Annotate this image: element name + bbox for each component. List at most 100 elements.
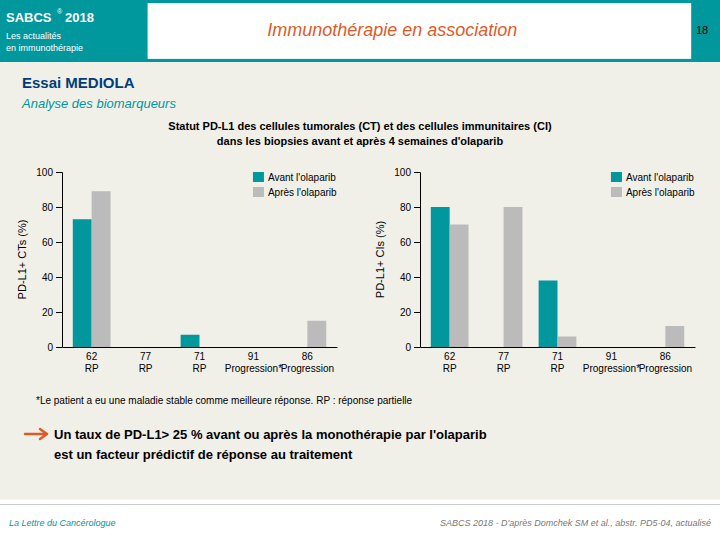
chart: 0 20 40 60 80 100 62RP 77RP 71RP 91Progression*86…	[374, 167, 696, 374]
x-axis-line	[421, 347, 696, 348]
page: SABCS ®2018Les actualités en immunothérapi…	[0, 0, 720, 540]
conclusion: Un taux de PD-L1> 25 % avant ou après la…	[54, 427, 487, 442]
x-tick-label: 86Progression	[639, 351, 692, 374]
y-tick: 100	[36, 167, 62, 178]
y-tick-mark	[56, 207, 62, 208]
y-tick-label: 100	[394, 167, 411, 178]
y-tick-label: 40	[42, 272, 54, 283]
x-tick: 62RP	[85, 347, 99, 374]
bar	[235, 347, 254, 348]
legend-item: Avant l'olaparib	[611, 172, 694, 183]
header-bar	[0, 0, 720, 62]
y-axis: 0 20 40 60 80 100	[36, 167, 62, 353]
x-tick-label: 71RP	[193, 351, 207, 374]
header-tagline: en immunothérapie	[6, 43, 83, 53]
legend-swatch	[253, 187, 264, 197]
bar	[665, 326, 684, 347]
bar	[200, 347, 219, 348]
section-subtitle: Analyse des biomarqueurs	[21, 96, 176, 111]
x-tick-label: 91Progression*	[583, 351, 640, 374]
bar	[92, 191, 111, 347]
y-tick: 40	[42, 272, 62, 283]
y-axis: 0 20 40 60 80 100	[394, 167, 420, 353]
bars	[431, 207, 684, 347]
y-tick-label: 40	[400, 272, 412, 283]
bar	[127, 347, 146, 348]
footer-right: SABCS 2018 - D'après Domchek SM et al., …	[440, 518, 711, 528]
bar	[539, 281, 558, 348]
legend-swatch	[253, 172, 264, 182]
header-year: 2018	[65, 10, 94, 25]
bars	[73, 191, 326, 347]
bar	[611, 347, 630, 348]
bar	[646, 347, 665, 348]
x-tick: 62RP	[443, 347, 457, 374]
y-tick: 20	[400, 307, 420, 318]
header-tagline: Les actualités	[6, 31, 62, 41]
x-tick: 77RP	[497, 347, 511, 374]
legend-item: Avant l'olaparib	[253, 172, 336, 183]
footer-rule	[0, 504, 720, 505]
legend: Avant l'olaparibAprès l'olaparib	[611, 172, 695, 198]
y-axis-title: PD-L1+ CIs (%)	[374, 221, 386, 298]
y-tick-mark	[56, 277, 62, 278]
x-tick-label: 91Progression*	[225, 351, 282, 374]
bar	[181, 335, 200, 347]
x-tick: 77RP	[139, 347, 153, 374]
legend-label: Après l'olaparib	[268, 187, 337, 198]
legend-label: Avant l'olaparib	[268, 172, 336, 183]
arrow	[25, 429, 47, 439]
y-axis-line	[56, 173, 63, 348]
y-tick-label: 0	[405, 342, 411, 353]
y-tick-label: 0	[47, 342, 53, 353]
x-tick: 71RP	[193, 347, 207, 374]
x-tick: 91Progression*	[583, 347, 640, 374]
bar	[288, 347, 307, 348]
y-axis-title: PD-L1+ CTs (%)	[16, 220, 28, 300]
chart: 0 20 40 60 80 100 62RP 77RP 71RP 91Progression*86…	[16, 167, 338, 374]
x-tick: 86Progression	[639, 347, 692, 374]
y-axis-line	[414, 173, 421, 348]
y-tick-mark	[56, 242, 62, 243]
bar	[485, 347, 504, 348]
legend-item: Après l'olaparib	[253, 187, 337, 198]
bar	[307, 321, 326, 347]
footer-bar	[0, 500, 720, 540]
bar	[504, 207, 523, 347]
footnote: *Le patient a eu une maladie stable comm…	[36, 395, 413, 406]
y-tick: 100	[394, 167, 420, 178]
figure-title: dans les biopsies avant et après 4 semai…	[217, 135, 504, 147]
y-tick: 0	[405, 342, 420, 353]
y-tick-mark	[56, 347, 62, 348]
x-axis-line	[63, 347, 338, 348]
y-tick-mark	[56, 312, 62, 313]
header-title: Immunothérapie en association	[267, 20, 517, 40]
bar	[593, 347, 612, 348]
x-tick-label: 77RP	[139, 351, 153, 374]
x-tick-label: 62RP	[443, 351, 457, 374]
y-tick-mark	[414, 207, 420, 208]
header-brand: SABCS	[6, 10, 52, 25]
y-tick-mark	[414, 347, 420, 348]
page-background	[0, 0, 720, 540]
x-axis: 62RP 77RP 71RP 91Progression*86Progression	[63, 347, 338, 374]
x-tick-label: 86Progression	[281, 351, 334, 374]
legend-swatch	[611, 172, 622, 182]
x-tick: 86Progression	[281, 347, 334, 374]
header-registered: ®	[57, 8, 63, 15]
y-tick: 80	[400, 202, 420, 213]
y-tick: 60	[400, 237, 420, 248]
figure-title: Statut PD-L1 des cellules tumorales (CT)…	[168, 120, 552, 132]
legend: Avant l'olaparib Après l'olaparib	[253, 172, 337, 198]
section-title: Essai MEDIOLA	[22, 74, 135, 91]
bar	[253, 347, 272, 348]
legend-swatch	[611, 187, 622, 197]
y-tick-label: 60	[42, 237, 54, 248]
y-tick-label: 80	[400, 202, 412, 213]
y-tick-label: 20	[400, 307, 412, 318]
x-tick-label: 71RP	[551, 351, 565, 374]
footer-left: La Lettre du Cancérologue	[9, 518, 116, 528]
bar	[73, 219, 92, 347]
y-tick-label: 20	[42, 307, 54, 318]
y-tick: 80	[42, 202, 62, 213]
